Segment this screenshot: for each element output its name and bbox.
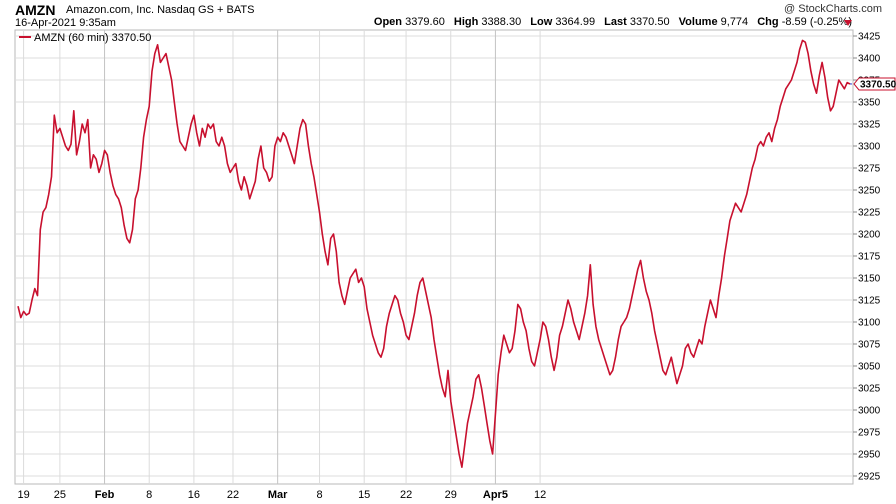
high-label: High (453, 16, 479, 28)
x-tick-label: 25 (54, 489, 66, 501)
y-axis: 2925 2950 2975 3000 3025 3050 3075 3100 3125 3150… (853, 32, 881, 483)
last-price-label: 3370.50 (860, 79, 896, 90)
x-axis: 19 25 Feb 8 16 22 Mar 8 15 22 29 Apr5 12 (17, 489, 546, 501)
y-tick-label: 2950 (858, 450, 881, 461)
y-tick-label: 3025 (858, 384, 881, 395)
last-value: 3370.50 (629, 16, 670, 28)
legend-label: AMZN (60 min) 3370.50 (34, 32, 151, 44)
y-tick-label: 3125 (858, 296, 881, 307)
low-value: 3364.99 (555, 16, 596, 28)
last-price-tag: 3370.50 (853, 77, 896, 91)
y-tick-label: 3000 (858, 406, 881, 417)
y-tick-label: 3150 (858, 274, 881, 285)
high-value: 3388.30 (481, 16, 522, 28)
y-tick-label: 2925 (858, 472, 881, 483)
x-tick-label: Mar (268, 489, 288, 501)
quote-datetime: 16-Apr-2021 9:35am (15, 17, 116, 29)
y-tick-label: 3075 (858, 340, 881, 351)
x-tick-label: Apr5 (483, 489, 508, 501)
y-tick-label: 3275 (858, 164, 881, 175)
chg-value: -8.59 (-0.25%) (781, 16, 852, 28)
y-tick-label: 3425 (858, 32, 881, 43)
last-label: Last (604, 16, 627, 28)
y-tick-label: 3100 (858, 318, 881, 329)
y-tick-label: 2975 (858, 428, 881, 439)
x-tick-label: 19 (17, 489, 29, 501)
open-label: Open (373, 16, 403, 28)
y-tick-label: 3250 (858, 186, 881, 197)
x-tick-label: 29 (445, 489, 457, 501)
x-tick-label: 22 (400, 489, 412, 501)
y-tick-label: 3300 (858, 142, 881, 153)
grid-lines (15, 30, 853, 484)
ticker-symbol: AMZN (15, 2, 56, 18)
chart-header: AMZN Amazon.com, Inc. Nasdaq GS + BATS 1… (0, 0, 896, 30)
volume-value: 9,774 (720, 16, 749, 28)
y-tick-label: 3050 (858, 362, 881, 373)
y-tick-label: 3175 (858, 252, 881, 263)
x-tick-label: 8 (146, 489, 152, 501)
plot-area (14, 29, 854, 485)
x-tick-label: 16 (188, 489, 200, 501)
x-tick-label: 12 (534, 489, 546, 501)
y-tick-label: 3225 (858, 208, 881, 219)
down-triangle-icon (844, 20, 852, 26)
low-label: Low (530, 16, 553, 28)
chg-label: Chg (757, 16, 779, 28)
y-tick-label: 3350 (858, 98, 881, 109)
quote-summary: Open 3379.60 High 3388.30 Low 3364.99 La… (374, 16, 852, 28)
company-name: Amazon.com, Inc. Nasdaq GS + BATS (66, 4, 255, 16)
stockcharts-credit[interactable]: @ StockCharts.com (784, 3, 882, 15)
x-tick-label: 22 (227, 489, 239, 501)
x-tick-label: 8 (316, 489, 322, 501)
price-line (17, 39, 851, 468)
x-tick-label: 15 (358, 489, 370, 501)
open-value: 3379.60 (405, 16, 445, 28)
x-tick-label: Feb (95, 489, 115, 501)
y-tick-label: 3325 (858, 120, 881, 131)
y-tick-label: 3200 (858, 230, 881, 241)
volume-label: Volume (678, 16, 718, 28)
y-tick-label: 3400 (858, 54, 881, 65)
